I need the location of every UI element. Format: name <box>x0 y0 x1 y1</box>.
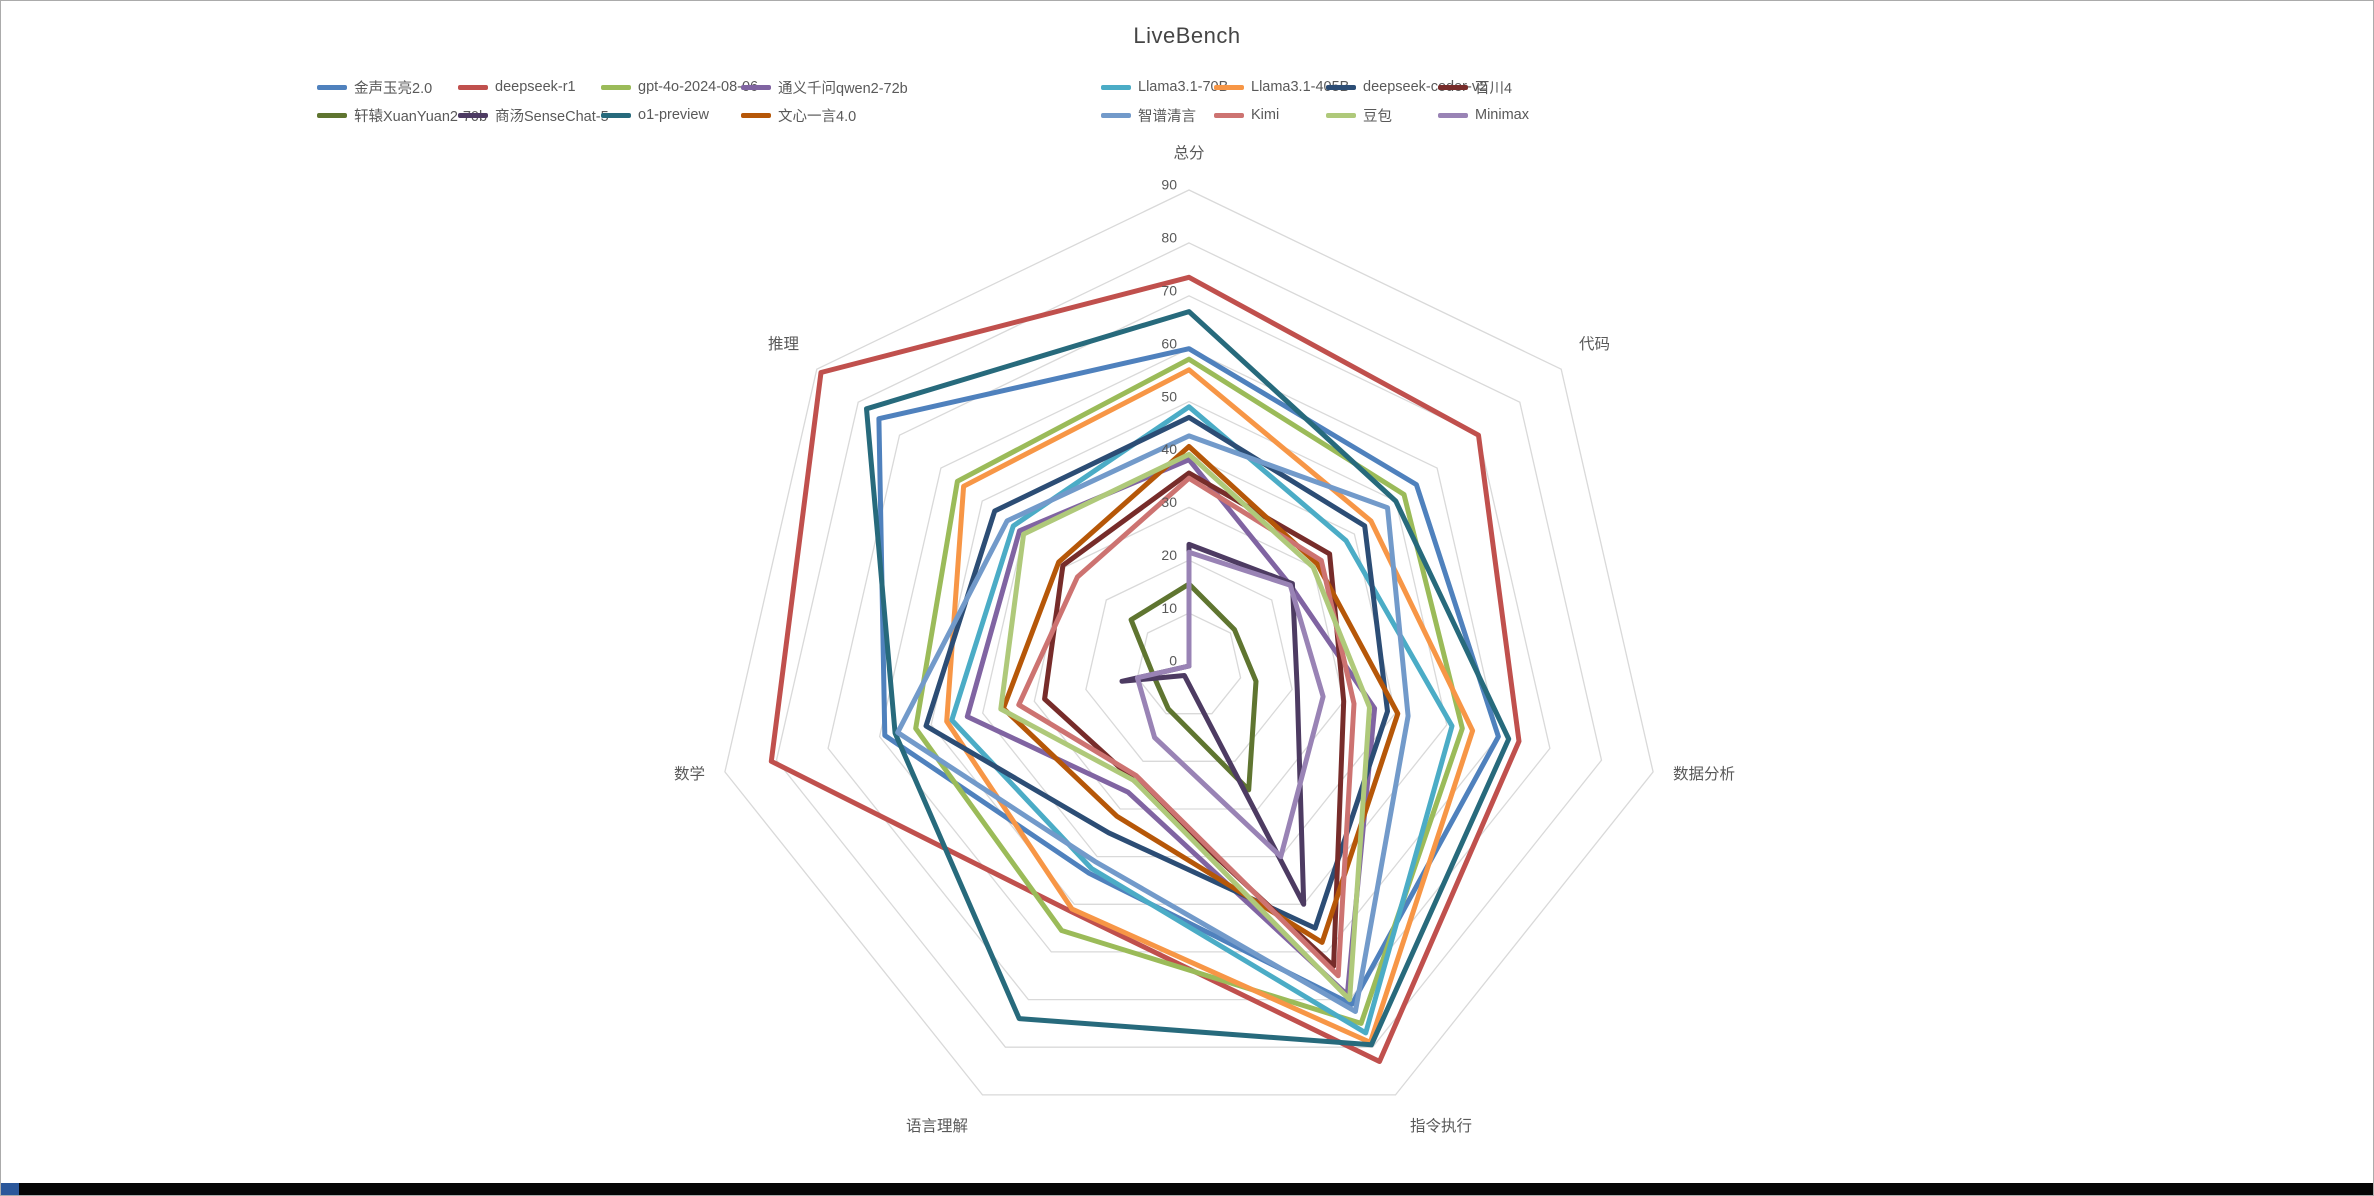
bottom-bar <box>1 1183 2373 1195</box>
radial-tick-label: 70 <box>1161 282 1177 298</box>
grid-ring <box>878 347 1500 953</box>
series-polygon-Kimi[interactable] <box>1016 475 1357 979</box>
legend-swatch-icon <box>458 112 488 118</box>
grid-ring <box>930 400 1448 905</box>
axis-label-0: 总分 <box>1173 144 1204 162</box>
legend-swatch-icon <box>1214 112 1244 118</box>
legend-item-通义千问qwen2-72b[interactable]: 通义千问qwen2-72b <box>741 78 908 97</box>
legend-item-Llama3.1-405B[interactable]: Llama3.1-405B <box>1214 78 1349 96</box>
legend-label: 轩辕XuanYuan2-70b <box>354 108 488 125</box>
legend-swatch-icon <box>1101 84 1131 90</box>
legend-item-deepseek-r1[interactable]: deepseek-r1 <box>458 78 576 96</box>
radial-tick-label: 90 <box>1161 177 1177 193</box>
grid-ring <box>724 189 1654 1096</box>
axis-label-2: 数据分析 <box>1673 765 1735 783</box>
legend-item-Llama3.1-70B[interactable]: Llama3.1-70B <box>1101 78 1228 96</box>
legend-label: 豆包 <box>1363 108 1392 125</box>
legend-swatch-icon <box>741 112 771 118</box>
radial-tick-label: 40 <box>1161 441 1177 457</box>
legend-item-Minimax[interactable]: Minimax <box>1438 106 1529 124</box>
bottom-bar-accent <box>1 1183 19 1195</box>
radial-tick-label: 60 <box>1161 335 1177 351</box>
series-polygon-轩辕XuanYuan2-70b[interactable] <box>1128 581 1259 793</box>
legend-label: 百川4 <box>1475 80 1513 97</box>
legend-label: o1-preview <box>638 107 709 123</box>
radial-tick-label: 50 <box>1161 388 1177 404</box>
legend-item-Kimi[interactable]: Kimi <box>1214 106 1279 124</box>
legend-label: 通义千问qwen2-72b <box>778 80 908 97</box>
legend-item-o1-preview[interactable]: o1-preview <box>601 106 709 124</box>
legend-swatch-icon <box>1438 112 1468 118</box>
legend-swatch-icon <box>1101 112 1131 118</box>
legend-swatch-icon <box>458 84 488 90</box>
series-polygon-deepseek-r1[interactable] <box>768 274 1522 1064</box>
series-polygon-Minimax[interactable] <box>1134 549 1326 860</box>
grid-ring <box>775 242 1603 1048</box>
legend-item-豆包[interactable]: 豆包 <box>1326 106 1392 125</box>
axis-label-6: 推理 <box>768 335 799 353</box>
legend-swatch-icon <box>1326 112 1356 118</box>
legend-swatch-icon <box>1326 84 1356 90</box>
legend-label: gpt-4o-2024-08-06 <box>638 79 759 95</box>
radar-grid <box>724 189 1654 1096</box>
series-polygon-豆包[interactable] <box>998 451 1372 1003</box>
legend-item-商汤SenseChat-5[interactable]: 商汤SenseChat-5 <box>458 106 609 125</box>
legend-label: Llama3.1-70B <box>1138 79 1229 95</box>
series-polygon-文心一言4.0[interactable] <box>1000 444 1401 945</box>
legend-swatch-icon <box>601 84 631 90</box>
axis-label-1: 代码 <box>1579 335 1610 353</box>
legend-label: 金声玉亮2.0 <box>354 80 433 97</box>
axis-label-3: 指令执行 <box>1410 1117 1472 1135</box>
legend-label: 文心一言4.0 <box>778 108 857 125</box>
legend-item-deepseek-coder-v2[interactable]: deepseek-coder-v2 <box>1326 78 1487 96</box>
radial-tick-label: 10 <box>1161 600 1177 616</box>
grid-ring <box>827 295 1551 1001</box>
series-polygon-Llama3.1-405B[interactable] <box>944 367 1476 1045</box>
legend-label: Kimi <box>1251 107 1280 123</box>
grid-ring <box>1085 559 1293 762</box>
legend-swatch-icon <box>317 84 347 90</box>
legend-label: deepseek-coder-v2 <box>1363 79 1488 95</box>
legend-swatch-icon <box>317 112 347 118</box>
radial-tick-label: 80 <box>1161 230 1177 246</box>
series-polygon-金声玉亮2.0[interactable] <box>876 346 1501 1007</box>
chart-title: LiveBench <box>1133 23 1241 48</box>
axis-label-5: 数学 <box>674 765 705 783</box>
legend-item-百川4[interactable]: 百川4 <box>1438 78 1513 97</box>
legend-label: Llama3.1-405B <box>1251 79 1350 95</box>
radial-tick-label: 30 <box>1161 494 1177 510</box>
legend-label: Minimax <box>1475 107 1529 123</box>
radial-tick-labels: 0 10 20 30 40 50 60 70 80 90 <box>1161 177 1177 669</box>
legend-label: 智谱清言 <box>1138 108 1196 125</box>
legend-swatch-icon <box>1438 84 1468 90</box>
legend-swatch-icon <box>601 112 631 118</box>
series-polygon-deepseek-coder-v2[interactable] <box>923 414 1390 931</box>
series-polygon-Llama3.1-70B[interactable] <box>949 404 1455 1036</box>
legend-item-gpt-4o-2024-08-06[interactable]: gpt-4o-2024-08-06 <box>601 78 758 96</box>
radial-tick-label: 20 <box>1161 547 1177 563</box>
legend-item-轩辕XuanYuan2-70b[interactable]: 轩辕XuanYuan2-70b <box>317 106 488 125</box>
grid-ring <box>1136 612 1242 715</box>
series-polygon-o1-preview[interactable] <box>864 309 1512 1048</box>
legend-label: 商汤SenseChat-5 <box>495 108 609 125</box>
legend-item-金声玉亮2.0[interactable]: 金声玉亮2.0 <box>317 78 433 97</box>
series-polygon-智谱清言[interactable] <box>895 433 1411 1014</box>
legend-item-文心一言4.0[interactable]: 文心一言4.0 <box>741 106 857 125</box>
legend-item-智谱清言[interactable]: 智谱清言 <box>1101 106 1196 125</box>
axis-label-4: 语言理解 <box>906 1117 968 1135</box>
legend-label: deepseek-r1 <box>495 79 576 95</box>
legend-swatch-icon <box>741 84 771 90</box>
legend-swatch-icon <box>1214 84 1244 90</box>
radial-tick-label: 0 <box>1169 653 1177 669</box>
